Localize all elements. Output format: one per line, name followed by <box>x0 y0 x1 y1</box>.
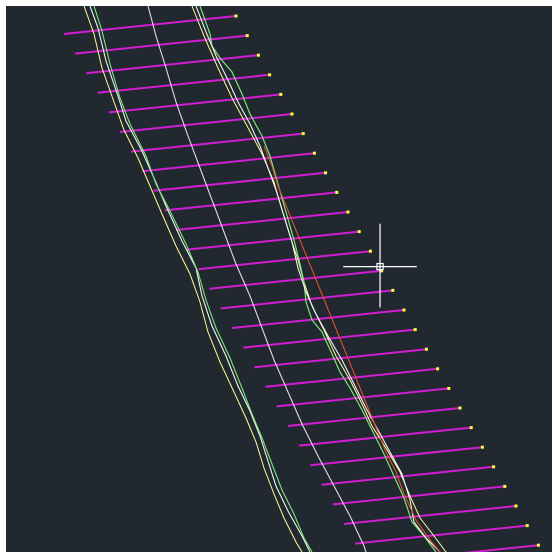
left-bank-outer-line <box>89 6 311 552</box>
section-endpoint-markers <box>234 14 540 547</box>
cross-section-line <box>175 211 349 231</box>
cross-section-line <box>332 485 505 506</box>
section-endpoint-marker <box>346 210 350 214</box>
cross-section-line <box>164 191 337 212</box>
cross-section-line <box>220 289 393 310</box>
right-bank-red-line <box>263 145 441 552</box>
section-endpoint-marker <box>536 543 540 547</box>
cross-section-line <box>299 426 472 447</box>
cross-section-line <box>310 446 483 467</box>
cross-section-line <box>198 250 371 271</box>
section-endpoint-marker <box>245 34 249 38</box>
cross-section-line <box>343 505 517 525</box>
section-endpoint-marker <box>402 308 406 312</box>
cross-section-line <box>265 367 438 388</box>
left-bank-green-line <box>93 6 313 552</box>
section-endpoint-marker <box>256 53 260 57</box>
cross-section-line <box>86 54 259 75</box>
section-endpoint-marker <box>492 465 496 469</box>
right-bank-outer-line <box>195 6 441 552</box>
section-endpoint-marker <box>279 92 283 96</box>
section-endpoint-marker <box>458 406 462 410</box>
cross-section-line <box>321 465 494 486</box>
river-centerline <box>147 6 367 552</box>
section-endpoint-marker <box>301 132 305 136</box>
section-endpoint-marker <box>380 269 384 273</box>
cross-section-line <box>276 387 449 408</box>
section-endpoint-marker <box>514 504 518 508</box>
section-endpoint-marker <box>436 367 440 371</box>
cross-section-line <box>187 230 360 251</box>
section-endpoint-marker <box>268 73 272 77</box>
cross-section-line <box>142 152 315 173</box>
section-endpoint-marker <box>234 14 238 18</box>
bank-lines <box>83 6 447 552</box>
section-endpoint-marker <box>413 328 417 332</box>
cross-section-line <box>131 132 304 153</box>
section-endpoint-marker <box>447 386 451 390</box>
cross-section-line <box>355 524 528 545</box>
section-endpoint-marker <box>312 151 316 155</box>
section-endpoint-marker <box>525 524 529 528</box>
river-cross-section-drawing <box>63 6 540 552</box>
cross-section-line <box>153 171 326 192</box>
cross-section-line <box>119 113 293 133</box>
cross-section-line <box>97 73 270 94</box>
section-endpoint-marker <box>391 288 395 292</box>
cross-section-line <box>63 15 237 35</box>
section-endpoint-marker <box>324 171 328 175</box>
cross-section-line <box>287 407 461 427</box>
section-endpoint-marker <box>368 249 372 253</box>
section-endpoint-marker <box>469 426 473 430</box>
right-bank-green-line <box>199 6 437 552</box>
section-endpoint-marker <box>357 230 361 234</box>
section-endpoint-marker <box>335 190 339 194</box>
section-endpoint-marker <box>503 484 507 488</box>
left-offset-line <box>83 6 303 552</box>
section-endpoint-marker <box>480 445 484 449</box>
section-endpoint-marker <box>290 112 294 116</box>
cross-section-lines <box>63 15 539 552</box>
cross-section-line <box>463 544 539 552</box>
section-endpoint-marker <box>424 347 428 351</box>
cross-section-line <box>209 269 382 290</box>
cross-section-line <box>108 93 281 114</box>
right-offset-line <box>191 6 447 552</box>
drawing-viewport[interactable] <box>6 6 552 552</box>
